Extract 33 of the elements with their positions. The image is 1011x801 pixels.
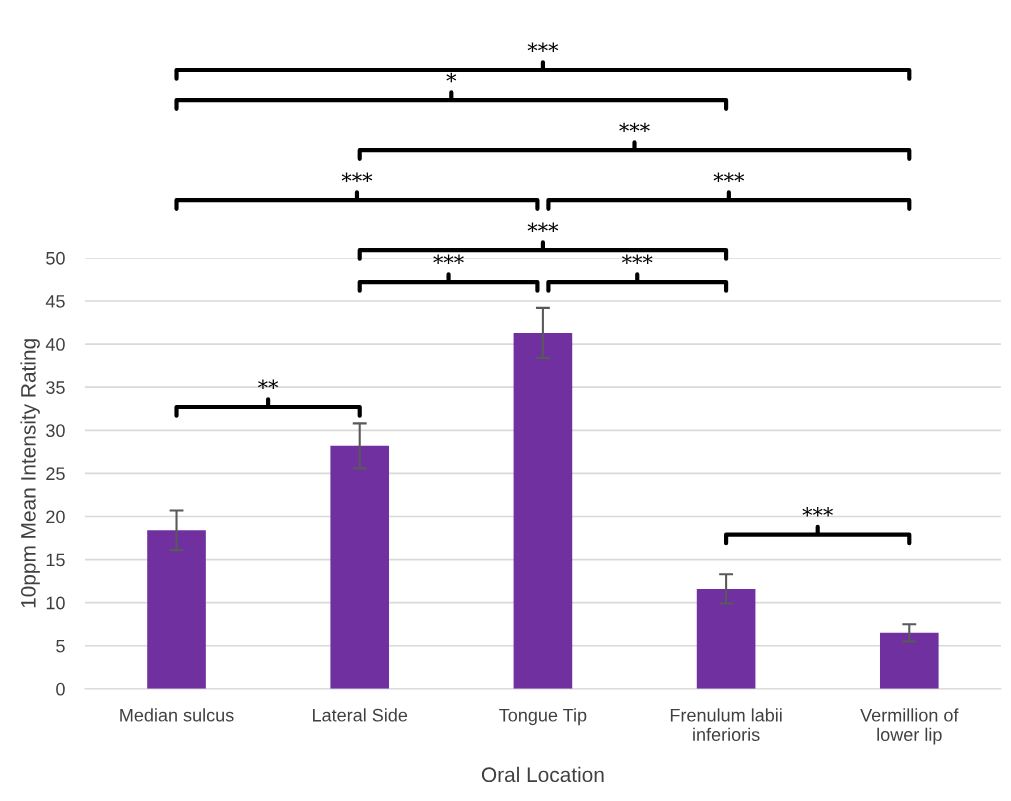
annotation: *** — [802, 507, 833, 517]
y-tick-label: 35 — [46, 381, 65, 394]
text: * — [446, 72, 457, 83]
text: *** — [713, 172, 745, 183]
text: *** — [527, 222, 559, 233]
y-axis-title: 10ppm Mean Intensity Rating — [20, 339, 40, 608]
y-tick-label: 15 — [46, 553, 65, 567]
x-tick-label: Frenulum labii inferioris — [670, 708, 782, 742]
bar — [879, 632, 939, 689]
x-tick-label: Median sulcus — [120, 708, 234, 722]
annotation: ** — [258, 379, 279, 389]
y-tick-label: 20 — [46, 510, 65, 524]
bar — [696, 588, 756, 689]
y-tick-label: 25 — [46, 467, 65, 481]
annotation: *** — [433, 254, 464, 264]
annotation: *** — [621, 254, 653, 264]
x-tick-label: Vermillion of lower lip — [860, 708, 959, 745]
x-tick-label: Lateral Side — [313, 708, 408, 722]
bar — [147, 530, 206, 689]
text: *** — [341, 172, 373, 183]
y-tick-label: 30 — [46, 424, 65, 438]
text: *** — [527, 42, 559, 52]
y-tick-label: 50 — [46, 251, 65, 265]
y-tick-label: 45 — [45, 295, 65, 308]
y-tick-label: 5 — [56, 639, 65, 653]
y-tick-label: 0 — [56, 682, 65, 696]
bar — [513, 332, 573, 689]
x-axis-title: Oral Location — [481, 766, 604, 783]
x-tick-label: Tongue Tip — [499, 708, 587, 726]
y-tick-label: 10 — [46, 596, 65, 610]
bar — [330, 445, 390, 689]
text: *** — [619, 122, 650, 133]
y-tick-label: 40 — [45, 338, 65, 351]
